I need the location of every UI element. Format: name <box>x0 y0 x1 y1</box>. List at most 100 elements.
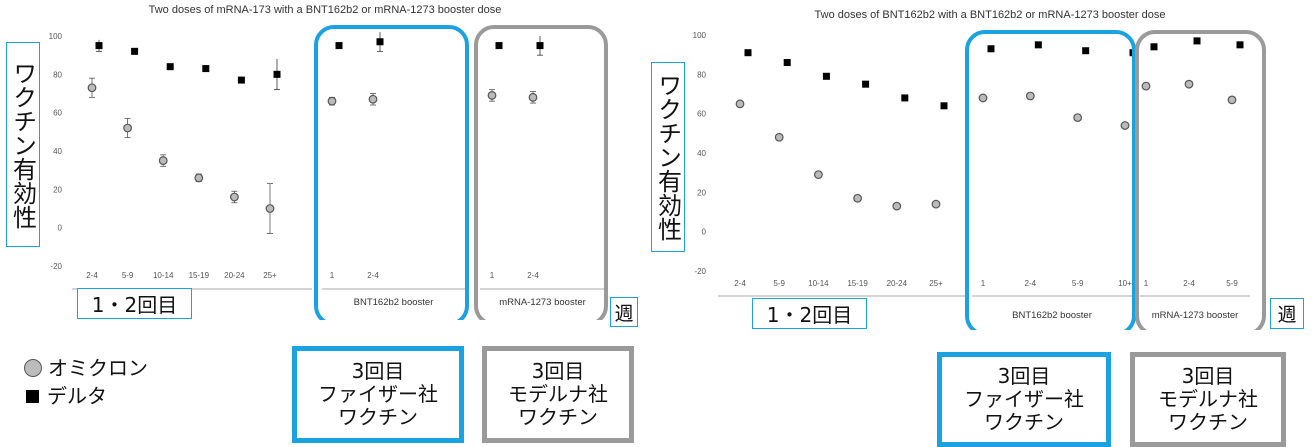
pfizer-booster-box <box>314 25 469 320</box>
omicron-point <box>487 91 497 100</box>
omicron-point <box>528 92 538 102</box>
legend-omicron-label: オミクロン <box>48 356 148 380</box>
delta-point <box>901 94 909 102</box>
delta-point <box>335 42 343 50</box>
group-label: BNT162b2 booster <box>354 297 434 308</box>
delta-point <box>987 45 995 53</box>
x-tick-label: 5-9 <box>1226 279 1238 288</box>
omicron-point <box>774 132 784 142</box>
x-tick-label: 2-4 <box>86 271 98 280</box>
group-label: mRNA-1273 booster <box>1152 310 1239 321</box>
x-tick-label: 1 <box>981 279 986 288</box>
delta-point <box>95 42 103 50</box>
chart-right-title: Two doses of BNT162b2 with a BNT162b2 or… <box>815 9 1166 21</box>
omicron-point <box>1025 91 1035 101</box>
omicron-point <box>978 93 988 103</box>
x-tick-label: 10-14 <box>808 279 829 288</box>
dose3-moderna-box-right: 3回目 モデルナ社 ワクチン <box>1130 352 1286 447</box>
y-axis-label-right: ワクチン有効性 <box>651 62 685 252</box>
legend-omicron: オミクロン <box>24 354 148 382</box>
y-tick-label: -20 <box>50 262 62 271</box>
y-axis-label-left: ワクチン有効性 <box>6 42 40 247</box>
y-tick-label: 20 <box>697 188 706 197</box>
y-tick-label: 60 <box>697 110 706 119</box>
x-tick-label: 1 <box>1144 279 1149 288</box>
x-tick-label: 5-9 <box>1072 279 1084 288</box>
omicron-point <box>158 156 168 165</box>
dose3-pfizer-text: 3回目 ファイザー社 ワクチン <box>318 359 438 429</box>
x-tick-label: 2-4 <box>734 279 746 288</box>
dose3-moderna-text: 3回目 モデルナ社 ワクチン <box>508 359 608 429</box>
delta-point <box>202 65 210 73</box>
legend-delta: デルタ <box>24 382 148 410</box>
omicron-point <box>1227 95 1237 105</box>
dose3-pfizer-box-right: 3回目 ファイザー社 ワクチン <box>937 352 1111 447</box>
x-tick-label: 1 <box>330 271 335 280</box>
square-icon <box>26 389 39 403</box>
x-tick-label: 25+ <box>929 279 943 288</box>
omicron-point <box>327 96 337 106</box>
x-tick-label: 25+ <box>263 271 277 280</box>
y-tick-label: 40 <box>697 149 706 158</box>
dose3-moderna-box-left: 3回目 モデルナ社 ワクチン <box>482 346 634 443</box>
x-tick-label: 5-9 <box>773 279 785 288</box>
x-tick-label: 10-14 <box>153 271 174 280</box>
moderna-booster-box <box>474 25 608 320</box>
x-tick-label: 1 <box>490 271 495 280</box>
delta-point <box>131 47 139 55</box>
x-tick-label: 15-19 <box>189 271 210 280</box>
x-tick-label: 10+ <box>1118 279 1132 288</box>
delta-point <box>940 102 948 110</box>
legend: オミクロン デルタ <box>24 354 148 410</box>
pfizer-booster-box <box>965 30 1136 330</box>
moderna-booster-box <box>1135 30 1266 330</box>
omicron-point <box>368 94 378 104</box>
omicron-point <box>892 201 902 211</box>
dose3-pfizer-box-left: 3回目 ファイザー社 ワクチン <box>292 346 464 443</box>
delta-point <box>1034 41 1042 49</box>
delta-point <box>1150 43 1158 51</box>
delta-point <box>744 49 752 57</box>
y-tick-label: 20 <box>53 185 62 194</box>
y-tick-label: 0 <box>58 224 63 233</box>
y-tick-label: 80 <box>53 70 62 79</box>
x-tick-label: 20-24 <box>224 271 245 280</box>
omicron-point <box>1120 121 1130 130</box>
chart-right: Two doses of BNT162b2 with a BNT162b2 or… <box>693 9 1266 330</box>
dose3-moderna-text: 3回目 モデルナ社 ワクチン <box>1158 364 1258 434</box>
omicron-point <box>931 199 941 209</box>
omicron-point <box>853 193 863 203</box>
chart-left: Two doses of mRNA-173 with a BNT162b2 or… <box>49 4 608 320</box>
omicron-point <box>1073 113 1083 122</box>
delta-point <box>1236 41 1244 49</box>
y-tick-label: 100 <box>49 32 63 41</box>
omicron-point <box>194 173 204 183</box>
delta-point <box>862 80 870 88</box>
dose3-pfizer-text: 3回目 ファイザー社 ワクチン <box>964 364 1084 434</box>
delta-point <box>822 72 830 80</box>
week-label-right: 週 <box>1270 298 1304 329</box>
x-tick-label: 2-4 <box>1025 279 1037 288</box>
group-label: BNT162b2 booster <box>1012 310 1092 321</box>
omicron-point <box>265 204 275 213</box>
delta-point <box>237 76 245 84</box>
week-label-left: 週 <box>610 297 638 327</box>
y-tick-label: 80 <box>697 70 706 79</box>
doses-1-2-label-left: 1・2回目 <box>77 288 192 319</box>
omicron-point <box>1184 79 1194 89</box>
delta-point <box>273 70 281 78</box>
omicron-point <box>735 99 745 109</box>
y-tick-label: 0 <box>702 228 707 237</box>
y-tick-label: 40 <box>53 147 62 156</box>
y-tick-label: 100 <box>693 31 707 40</box>
delta-point <box>376 38 384 46</box>
doses-1-2-label-right: 1・2回目 <box>752 298 867 329</box>
delta-point <box>495 42 503 50</box>
delta-point <box>536 42 544 50</box>
delta-point <box>1082 47 1090 55</box>
omicron-point <box>87 83 97 93</box>
y-tick-label: 60 <box>53 109 62 118</box>
x-tick-label: 2-4 <box>367 271 379 280</box>
x-tick-label: 15-19 <box>847 279 868 288</box>
x-tick-label: 2-4 <box>1183 279 1195 288</box>
